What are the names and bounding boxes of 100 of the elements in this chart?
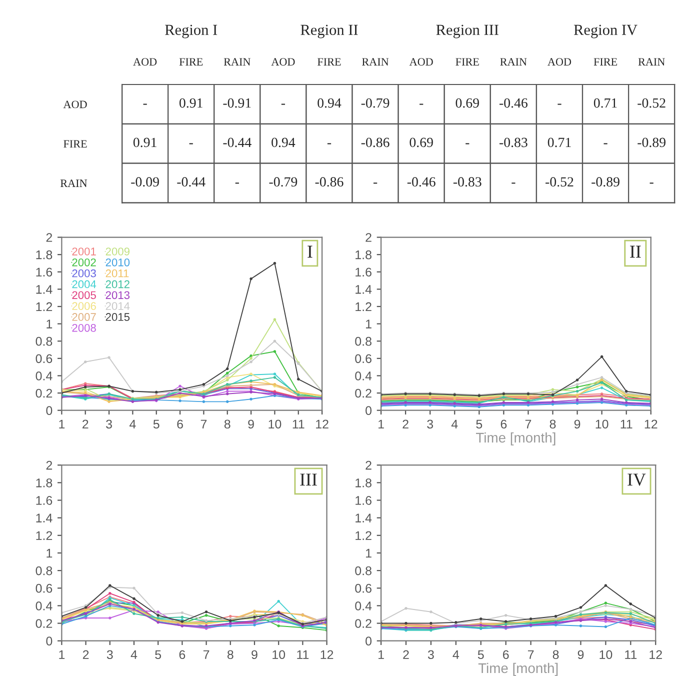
legend-label: 2009 [106,248,130,256]
data-label: -0.09 [131,177,159,187]
y-tick-label: 1 [46,320,52,328]
x-tick-label: 11 [292,420,304,428]
x-tick-label: 12 [320,650,334,659]
x-tick-label: 1 [378,420,384,428]
y-tick-label: 1.4 [36,514,52,522]
y-tick-label: 0.4 [355,372,372,380]
y-tick-label: 1 [46,548,52,558]
x-tick-label: 7 [525,420,532,428]
data-label: 0.91 [133,138,156,148]
data-label: -0.86 [315,177,344,187]
x-tick-label: AOD [548,58,572,66]
x-tick-label: 9 [574,420,580,429]
y-tick-label: RAIN [60,180,88,187]
x-tick-label: 8 [552,650,559,660]
text: - [235,182,239,184]
x-tick-label: 8 [227,650,234,660]
y-tick-label: 1.6 [36,496,52,505]
text: - [558,104,562,105]
y-tick-label: 2 [46,233,52,242]
x-axis-title: Time [month] [476,432,556,446]
y-tick-label: 0.4 [355,601,372,610]
x-tick-label: 4 [452,650,460,659]
legend-label: 2004 [72,280,96,288]
x-tick-label: 4 [451,420,458,428]
legend-label: 2002 [72,258,96,266]
data-label: -0.52 [638,98,666,108]
x-tick-label: 10 [600,650,612,660]
text: - [143,104,147,105]
x-tick-label: FIRE [179,58,203,66]
y-tick-label: 0.4 [36,372,52,380]
y-tick-label: 2 [366,460,372,470]
text: Region I [165,24,218,38]
x-tick-label: 12 [650,650,662,659]
legend-label: 2003 [72,269,96,278]
y-tick-label: 0 [366,636,372,646]
y-tick-label: 1.4 [36,285,52,294]
y-tick-label: 2 [366,233,372,242]
y-tick-label: 1.2 [36,531,52,540]
x-tick-label: 1 [378,650,384,659]
y-tick-label: 0.2 [355,619,372,628]
x-tick-label: 3 [106,420,112,429]
text: Region III [436,24,498,38]
data-label: 0.71 [594,98,617,108]
y-tick-label: 0.6 [355,354,372,364]
y-tick-label: 0.8 [355,566,372,576]
data-label: -0.91 [223,98,251,108]
data-label: 0.71 [548,138,571,148]
legend-label: 2011 [106,269,129,278]
text: - [466,143,470,144]
y-tick-label: 1.4 [356,285,372,294]
x-tick-label: 5 [155,650,162,660]
text: - [374,182,378,184]
x-tick-label: AOD [409,58,433,66]
y-tick-label: 1.6 [356,496,372,505]
data-label: -0.46 [407,177,436,187]
x-tick-label: 10 [272,650,286,660]
y-tick-label: 2 [46,460,52,470]
y-tick-label: 1 [366,320,372,328]
x-tick-label: 7 [200,420,207,428]
y-tick-label: 0 [46,406,52,415]
x-tick-label: RAIN [638,58,665,66]
y-tick-label: 0.8 [355,336,372,346]
text: - [650,182,654,184]
y-tick-label: 0 [366,406,372,415]
x-tick-label: 11 [620,420,632,428]
annotation: II [630,246,641,258]
x-tick-label: 9 [578,650,584,660]
x-tick-label: 7 [203,650,210,659]
x-tick-label: FIRE [594,58,618,66]
y-tick-label: 0.2 [36,388,52,398]
y-tick-label: 1 [366,548,372,558]
data-label: -0.44 [223,138,252,148]
data-label: 0.69 [456,98,479,108]
x-tick-label: 2 [403,650,409,659]
y-tick-label: 0.8 [36,566,52,576]
x-tick-label: 12 [316,420,328,428]
data-label: -0.83 [453,177,482,187]
data-label: -0.52 [546,177,574,187]
y-tick-label: 0.8 [36,336,52,346]
text: - [189,143,193,144]
y-tick-label: 1.2 [356,302,372,312]
data-label: 0.91 [179,98,202,108]
text: - [327,143,332,144]
data-label: -0.89 [638,138,666,148]
x-tick-label: 5 [478,650,484,660]
legend-label: 2001 [72,248,96,256]
y-tick-label: 0.6 [355,584,372,593]
x-tick-label: 3 [428,650,434,660]
y-tick-label: 1.2 [36,302,52,312]
y-tick-label: 0.2 [355,388,372,398]
x-tick-label: 12 [644,420,658,428]
x-tick-label: 6 [179,650,186,660]
y-tick-label: 0 [46,636,52,646]
legend-label: 2013 [106,291,130,300]
x-tick-label: 5 [153,420,160,429]
legend-label: 2015 [106,313,130,321]
y-tick-label: 1.8 [36,250,52,260]
y-tick-label: 1.8 [356,250,372,260]
